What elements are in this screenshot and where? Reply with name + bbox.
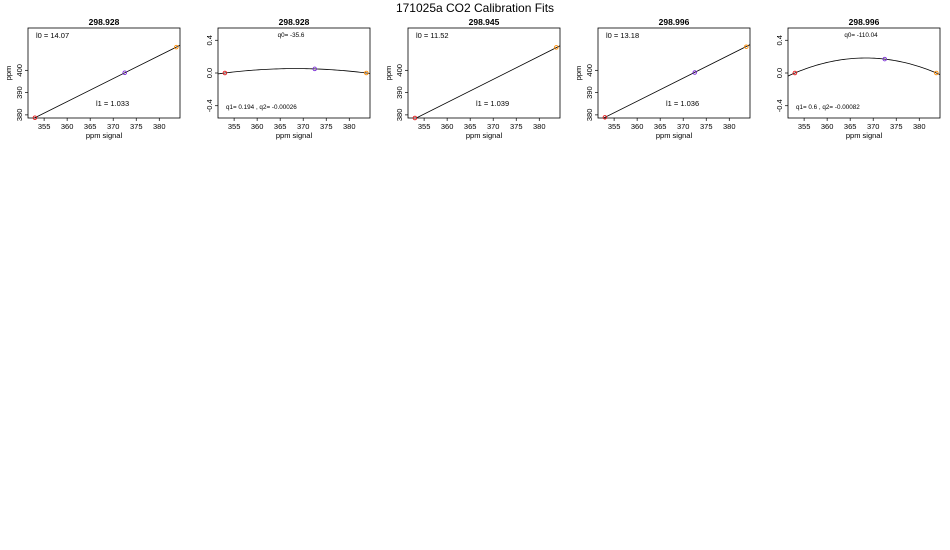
data-point [312,66,317,72]
fit-annotation: l1 = 1.039 [476,99,509,108]
data-point [32,115,38,121]
data-point [602,115,608,120]
x-tick-label: 360 [251,122,264,131]
chart-panel-5: 298.996 355 360 365 370 375 380 ppm signal -0.4 0… [775,17,941,140]
y-tick-label: 0.4 [205,35,214,45]
fit-curve [218,68,370,75]
chart-panel-2: 298.928 355 360 365 370 375 380 ppm signal -0.4 0… [205,17,371,140]
y-tick-label: 390 [585,86,594,99]
data-point [122,70,127,76]
plot-frame [597,27,751,119]
y-tick-label: -0.4 [205,99,214,112]
fit-curve [788,57,940,77]
chart-panel-3: 298.945 355 360 365 370 375 380 ppm signal 380 39… [384,17,561,140]
y-tick-label: 0.0 [775,68,784,78]
data-point [744,44,749,49]
x-tick-label: 365 [844,122,857,131]
data-point [174,44,179,50]
data-point [412,115,418,121]
chart-panel-4: 298.996 355 360 365 370 375 380 ppm signal 380 39… [574,17,751,140]
x-tick-label: 375 [890,122,903,131]
x-tick-label: 370 [297,122,310,131]
x-tick-label: 355 [418,122,431,131]
chart-title: 298.945 [469,17,500,27]
data-point [364,70,369,76]
x-tick-label: 355 [798,122,811,131]
x-tick-label: 370 [107,122,120,131]
x-tick-label: 375 [510,122,523,131]
y-tick-label: 390 [15,86,24,99]
chart-title: 298.996 [659,17,690,27]
fit-curve [33,44,180,118]
y-tick-label: 0.0 [205,68,214,78]
x-tick-label: 380 [913,122,926,131]
x-tick-label: 355 [228,122,241,131]
x-tick-label: 380 [343,122,356,131]
fit-curve [602,44,750,118]
data-point [882,56,887,62]
x-tick-label: 355 [38,122,51,131]
x-tick-label: 380 [153,122,166,131]
chart-title: 298.928 [279,17,310,27]
x-axis-label: ppm signal [466,131,503,140]
x-tick-label: 360 [441,122,454,131]
x-tick-label: 360 [631,122,644,131]
fit-annotation: q0= -110.04 [844,32,878,39]
y-tick-label: 380 [15,109,24,122]
y-axis-label: ppm [574,66,583,81]
fit-annotation: q0= -35.6 [278,32,305,39]
fit-annotation: q1= 0.194 , q2= -0.00026 [226,104,297,111]
x-axis-label: ppm signal [86,131,123,140]
fit-annotation: q1= 0.6 , q2= -0.00082 [796,104,860,111]
plot-frame [27,27,181,119]
x-tick-label: 370 [867,122,880,131]
y-tick-label: 390 [395,86,404,99]
fit-annotation: l1 = 1.033 [96,99,129,108]
y-tick-label: 400 [395,64,404,77]
y-tick-label: 0.4 [775,35,784,45]
x-tick-label: 375 [700,122,713,131]
x-tick-label: 360 [821,122,834,131]
chart-title: 298.928 [89,17,120,27]
page-title: 171025a CO2 Calibration Fits [395,1,555,15]
x-tick-label: 365 [274,122,287,131]
x-tick-label: 380 [533,122,546,131]
x-tick-label: 365 [84,122,97,131]
x-tick-label: 355 [608,122,621,131]
x-axis-label: ppm signal [656,131,693,140]
fit-annotation: l0 = 14.07 [36,31,69,40]
x-tick-label: 370 [487,122,500,131]
y-tick-label: 380 [585,109,594,122]
x-tick-label: 365 [464,122,477,131]
x-tick-label: 360 [61,122,74,131]
y-axis-label: ppm [4,66,13,81]
fit-annotation: l1 = 1.036 [666,99,699,108]
x-tick-label: 365 [654,122,667,131]
chart-title: 298.996 [849,17,880,27]
data-point [554,45,559,50]
fit-annotation: l0 = 13.18 [606,31,639,40]
data-point [934,70,939,76]
x-tick-label: 380 [723,122,736,131]
x-axis-label: ppm signal [846,131,883,140]
y-axis-label: ppm [384,66,393,81]
data-point [222,70,228,76]
fit-annotation: l0 = 11.52 [416,31,449,40]
plot-frame [407,27,561,119]
y-tick-label: 400 [585,64,594,77]
chart-panel-1: 298.928 355 360 365 370 375 380 ppm signal 380 39… [4,17,181,140]
y-tick-label: 400 [15,64,24,77]
data-point [792,70,798,76]
x-axis-label: ppm signal [276,131,313,140]
x-tick-label: 375 [320,122,333,131]
x-tick-label: 375 [130,122,143,131]
y-tick-label: -0.4 [775,99,784,112]
fit-curve [415,45,560,118]
y-tick-label: 380 [395,109,404,122]
x-tick-label: 370 [677,122,690,131]
data-point [692,70,697,75]
